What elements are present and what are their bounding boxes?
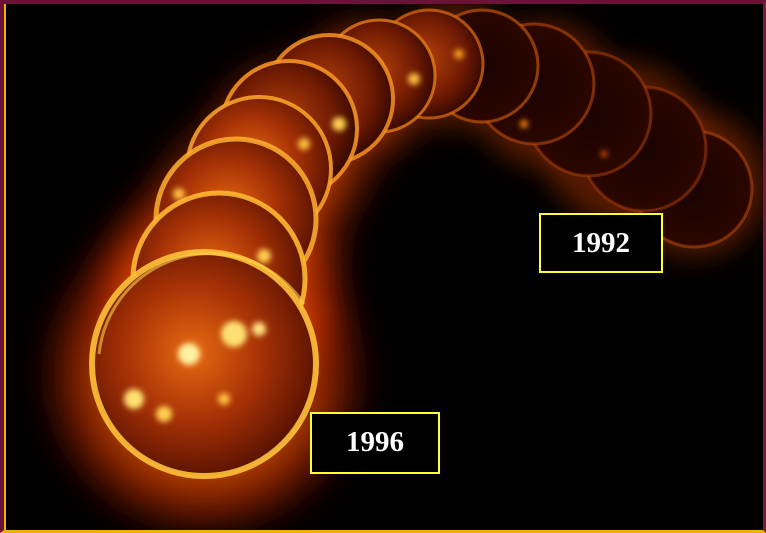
sun-discs-1996-side	[89, 33, 395, 479]
year-label-1992: 1992	[539, 213, 663, 273]
active-regions	[124, 49, 607, 422]
year-label-1996: 1996	[310, 412, 440, 474]
limb-highlight	[97, 252, 306, 355]
solar-cycle-xray-composite	[29, 4, 763, 530]
